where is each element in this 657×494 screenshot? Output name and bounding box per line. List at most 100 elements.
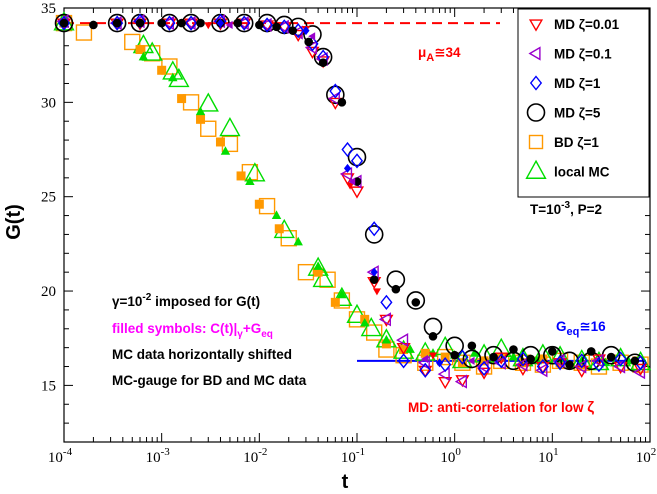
data-point [135, 18, 145, 28]
data-point [216, 18, 225, 28]
data-point [518, 358, 528, 368]
data-point [337, 289, 347, 299]
x-tick-label: 10-3 [146, 446, 171, 466]
data-point [225, 20, 233, 30]
data-point [346, 303, 368, 324]
x-tick-label: 102 [636, 446, 657, 466]
data-point [177, 94, 187, 104]
legend-label: MD ζ=5 [554, 106, 601, 121]
legend-marker [528, 19, 544, 32]
legend-marker [525, 159, 547, 179]
data-point [381, 334, 392, 344]
x-tick-label: 10-2 [243, 446, 267, 466]
legend-label: local MC [554, 165, 610, 180]
data-point [462, 349, 482, 369]
filled-symbols-annotation: filled symbols: C(t)|γ+Geq [112, 321, 273, 340]
data-point [233, 18, 242, 28]
mc-shift-annotation: MC data horizontally shifted [112, 347, 292, 362]
data-point [319, 271, 336, 288]
data-point [157, 65, 167, 75]
x-axis-title: t [342, 471, 349, 493]
data-point [553, 358, 568, 371]
data-point [515, 357, 528, 372]
data-point [591, 353, 604, 368]
data-point [236, 171, 246, 181]
data-point [396, 333, 409, 348]
data-point [59, 18, 69, 28]
data-point [215, 137, 225, 147]
data-point [341, 141, 354, 158]
data-point [405, 344, 415, 353]
data-point [236, 16, 249, 31]
data-point [574, 359, 587, 374]
data-point [302, 26, 310, 36]
legend-label: MD ζ=0.1 [554, 47, 612, 62]
data-point [168, 72, 178, 82]
data-point [195, 106, 206, 116]
md-anti-correlation-annotation: MD: anti-correlation for low ζ [408, 399, 594, 416]
legend-label: BD ζ=1 [554, 135, 599, 150]
data-point [141, 41, 163, 61]
data-point [161, 16, 175, 31]
data-point [184, 15, 198, 31]
data-point [575, 353, 588, 369]
legend-label: MD ζ=1 [554, 76, 601, 91]
data-point [346, 182, 355, 190]
data-point [350, 153, 364, 169]
legend-marker [528, 46, 541, 61]
data-point [434, 335, 456, 356]
legend-marker [526, 103, 546, 122]
data-point [255, 20, 264, 30]
data-point [271, 210, 282, 219]
data-point [577, 360, 587, 370]
data-point [420, 354, 428, 364]
data-point [368, 221, 381, 237]
data-point [381, 339, 391, 349]
data-point [196, 114, 206, 124]
data-point [343, 163, 352, 173]
data-point [469, 348, 480, 357]
data-point [360, 317, 370, 327]
data-point [297, 263, 315, 281]
data-point [565, 360, 574, 369]
x-tick-label: 100 [440, 446, 461, 466]
data-point [543, 345, 562, 365]
data-point [214, 13, 227, 29]
data-point [260, 17, 274, 33]
x-tick-label: 10-4 [48, 446, 73, 466]
data-point [370, 267, 378, 277]
data-point [291, 29, 306, 42]
data-point [112, 18, 122, 28]
g-eq-annotation: Geq≅16 [556, 319, 606, 338]
data-point [435, 358, 444, 368]
legend: MD ζ=0.01 MD ζ=0.1 MD ζ=1 MD ζ=5 BD ζ=1 local… [517, 8, 650, 198]
data-point [397, 353, 410, 369]
data-point [450, 350, 459, 360]
data-point [75, 24, 93, 41]
data-point [219, 116, 241, 137]
data-point [560, 351, 579, 371]
data-point [183, 16, 196, 31]
y-tick-label: 25 [41, 190, 56, 206]
data-point [244, 162, 266, 182]
data-point [204, 22, 213, 30]
data-point [89, 20, 98, 30]
data-point [312, 267, 334, 288]
mc-gauge-annotation: MC-gauge for BD and MC data [112, 373, 307, 388]
series-md-5-filled [59, 18, 640, 369]
data-point [391, 284, 401, 294]
data-point [399, 345, 409, 355]
data-point [144, 45, 161, 62]
data-point [454, 374, 468, 389]
data-point [553, 355, 567, 371]
data-point [632, 365, 646, 380]
data-point [477, 367, 492, 380]
data-point [380, 294, 393, 310]
series-md-0-1-filled [225, 20, 475, 365]
mu-a-annotation: μA≅34 [418, 45, 461, 64]
data-point [548, 347, 557, 356]
y-tick-label: 30 [41, 95, 56, 111]
data-point [280, 230, 297, 247]
data-point [437, 367, 450, 382]
